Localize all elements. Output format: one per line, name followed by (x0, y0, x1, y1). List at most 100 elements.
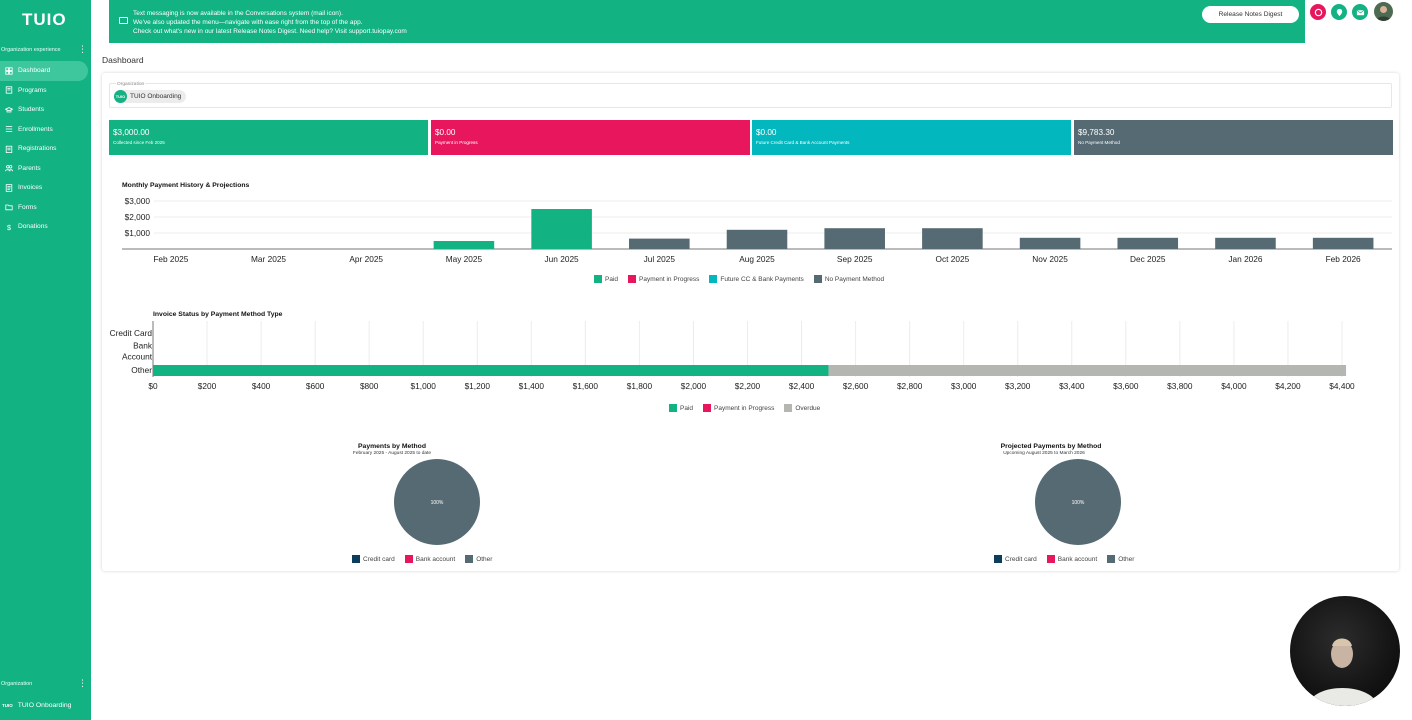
x-tick-label: Mar 2025 (251, 254, 286, 264)
bar-no-payment-method[interactable] (1019, 237, 1081, 249)
sidebar-item-invoices[interactable]: Invoices (0, 178, 91, 198)
bar-no-payment-method[interactable] (1215, 237, 1276, 249)
invoice-chart-title: Invoice Status by Payment Method Type (153, 311, 283, 318)
organization-select[interactable]: Organization TUIO TUIO Onboarding (109, 82, 1392, 108)
sidebar-item-label: Enrollments (18, 125, 53, 133)
sidebar-item-label: Programs (18, 86, 47, 94)
pie-slice-other[interactable] (394, 459, 480, 545)
bar-no-payment-method[interactable] (629, 238, 690, 249)
legend-item-in-progress[interactable]: Payment in Progress (703, 404, 774, 412)
stat-value: $3,000.00 (113, 128, 150, 137)
x-tick-label: Jun 2025 (545, 254, 580, 264)
legend-item-credit[interactable]: Credit card (994, 555, 1037, 563)
x-tick-label: $600 (306, 381, 325, 391)
bar-no-payment-method[interactable] (1117, 237, 1179, 249)
x-tick-label: Oct 2025 (936, 254, 970, 264)
legend-item-in-progress[interactable]: Payment in Progress (628, 275, 699, 283)
pie-slice-label: 100% (1072, 500, 1085, 506)
x-tick-label: $3,400 (1059, 381, 1085, 391)
monthly-chart: $1,000 $2,000 $3,000 Feb 2025 Mar 2025 Apr 20… (122, 196, 1392, 264)
stat-card-no-method[interactable]: $9,783.30 No Payment Method (1074, 120, 1393, 155)
avatar[interactable] (1374, 2, 1393, 21)
sidebar-item-students[interactable]: Students (0, 100, 91, 120)
sidebar-nav: Dashboard Programs Students Enrollments Regi… (0, 61, 91, 237)
legend-label: Other (476, 555, 493, 563)
legend-item-credit[interactable]: Credit card (352, 555, 395, 563)
projected-payments-pie: 100% (1035, 459, 1121, 545)
legend-swatch (994, 555, 1002, 563)
x-tick-label: Jul 2025 (644, 254, 676, 264)
sidebar-item-registrations[interactable]: Registrations (0, 139, 91, 159)
y-tick-label: $2,000 (125, 212, 151, 222)
tuio-logo[interactable]: TUIO (22, 10, 67, 29)
banner-line: Check out what's new in our latest Relea… (133, 28, 407, 35)
sidebar-item-enrollments[interactable]: Enrollments (0, 120, 91, 140)
sidebar-item-donations[interactable]: $ Donations (0, 217, 91, 237)
x-tick-label: $1,800 (627, 381, 653, 391)
bar-paid[interactable] (433, 241, 495, 249)
sidebar-item-programs[interactable]: Programs (0, 81, 91, 101)
sidebar-item-label: Invoices (18, 184, 43, 192)
org-name: TUIO Onboarding (17, 702, 72, 709)
x-tick-label: $1,000 (411, 381, 437, 391)
banner-text: Text messaging is now available in the C… (133, 9, 407, 36)
mail-icon[interactable] (1352, 4, 1368, 20)
more-vert-icon[interactable]: ⋮ (78, 44, 87, 54)
webcam-overlay (1290, 596, 1400, 706)
x-tick-label: $2,600 (843, 381, 869, 391)
bar-paid[interactable] (531, 209, 592, 249)
pie-title: Projected Payments by Method (1000, 443, 1102, 450)
sidebar-item-forms[interactable]: Forms (0, 198, 91, 218)
release-notes-button[interactable]: Release Notes Digest (1202, 6, 1299, 23)
message-icon (119, 17, 128, 24)
sidebar-item-parents[interactable]: Parents (0, 159, 91, 179)
y-tick-label: $1,000 (125, 228, 151, 238)
sidebar-item-dashboard[interactable]: Dashboard (0, 61, 88, 81)
bar-no-payment-method[interactable] (726, 229, 788, 249)
legend-item-other[interactable]: Other (465, 555, 492, 563)
x-tick-label: Aug 2025 (739, 254, 775, 264)
legend-label: Credit card (363, 555, 395, 563)
legend-item-no-method[interactable]: No Payment Method (813, 275, 885, 283)
sidebar-item-label: Dashboard (18, 67, 51, 75)
legend-item-future[interactable]: Future CC & Bank Payments (709, 275, 804, 283)
sidebar-item-label: Registrations (18, 145, 57, 153)
bar-no-payment-method[interactable] (1312, 237, 1374, 249)
legend-item-overdue[interactable]: Overdue (784, 404, 820, 412)
stat-card-future[interactable]: $0.00 Future Credit Card & Bank Account … (752, 120, 1071, 155)
stat-card-in-progress[interactable]: $0.00 Payment in Progress (431, 120, 750, 155)
legend-label: No Payment Method (824, 275, 885, 283)
people-icon (4, 163, 14, 173)
x-tick-label: $2,000 (681, 381, 707, 391)
legend-label: Payment in Progress (714, 404, 775, 412)
pie-slice-other[interactable] (1035, 459, 1121, 545)
location-icon[interactable] (1331, 4, 1347, 20)
org-chip[interactable]: TUIO TUIO Onboarding (114, 90, 187, 103)
sidebar-item-label: Students (18, 106, 45, 114)
legend-swatch (1046, 555, 1055, 563)
sidebar-item-label: Parents (18, 164, 41, 172)
bar-paid[interactable] (153, 365, 829, 376)
y-tick-label: Account (122, 352, 153, 362)
banner-line: We've also updated the menu—navigate wit… (133, 19, 363, 26)
bar-overdue[interactable] (828, 365, 1347, 376)
alert-icon[interactable] (1310, 4, 1326, 20)
bar-no-payment-method[interactable] (824, 228, 885, 249)
stat-value: $0.00 (435, 128, 456, 137)
stat-card-collected[interactable]: $3,000.00 Collected since Feb 2025 (109, 120, 428, 155)
more-vert-icon[interactable]: ⋮ (78, 678, 87, 688)
x-tick-label: $200 (198, 381, 217, 391)
stat-value: $9,783.30 (1078, 128, 1115, 137)
sidebar: TUIO Organization experience ⋮ Dashboard… (0, 0, 91, 720)
legend-label: Overdue (795, 404, 821, 412)
org-switcher[interactable]: TUIO TUIO Onboarding (2, 702, 71, 709)
x-tick-label: $1,600 (573, 381, 599, 391)
legend-item-paid[interactable]: Paid (669, 404, 693, 412)
legend-item-paid[interactable]: Paid (594, 275, 618, 283)
y-tick-label: $3,000 (125, 196, 151, 206)
legend-item-other[interactable]: Other (1107, 555, 1134, 563)
legend-item-bank[interactable]: Bank account (1046, 555, 1097, 563)
stat-value: $0.00 (756, 128, 777, 137)
legend-item-bank[interactable]: Bank account (404, 555, 455, 563)
bar-no-payment-method[interactable] (922, 228, 983, 249)
